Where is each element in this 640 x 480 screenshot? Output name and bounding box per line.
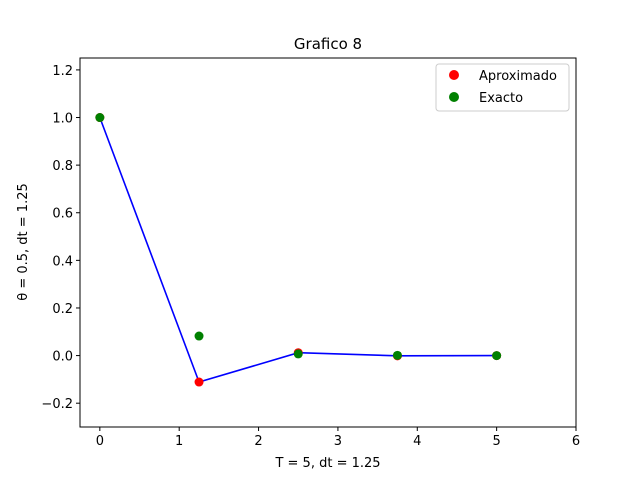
- legend-label-exacto: Exacto: [479, 91, 523, 106]
- y-tick-label: 1.0: [52, 112, 73, 127]
- data-point-aproximado: [194, 377, 204, 387]
- y-axis: −0.2 0.0 0.2 0.4 0.6 0.8 1.0 1.2: [41, 64, 80, 412]
- legend-box: [435, 63, 570, 112]
- x-tick-label: 4: [413, 434, 421, 449]
- y-tick-label: 1.2: [52, 64, 73, 79]
- series-line: [99, 117, 497, 383]
- x-tick-label: 2: [254, 434, 262, 449]
- x-tick-label: 5: [492, 434, 500, 449]
- y-tick-label: 0.4: [52, 254, 73, 269]
- series-layer: [95, 113, 502, 387]
- legend-marker-exacto: [449, 92, 459, 102]
- chart-title: Grafico 8: [294, 35, 362, 53]
- plot-frame: [79, 57, 577, 428]
- x-tick-label: 3: [334, 434, 342, 449]
- y-tick-label: 0.8: [52, 159, 73, 174]
- x-tick-label: 0: [96, 434, 104, 449]
- data-point-exacto: [95, 113, 105, 123]
- data-point-exacto: [194, 331, 204, 341]
- y-axis-label: θ = 0.5, dt = 1.25: [16, 183, 31, 301]
- y-tick-label: 0.6: [52, 207, 73, 222]
- x-axis: 0 1 2 3 4 5 6: [96, 427, 580, 449]
- y-tick-label: 0.2: [52, 302, 73, 317]
- legend: Aproximado Exacto: [435, 63, 570, 112]
- x-axis-label: T = 5, dt = 1.25: [274, 456, 380, 471]
- legend-label-aproximado: Aproximado: [479, 69, 557, 84]
- data-point-exacto: [293, 349, 303, 359]
- data-point-exacto: [392, 350, 402, 360]
- x-tick-label: 6: [572, 434, 580, 449]
- data-point-exacto: [492, 351, 502, 361]
- x-tick-label: 1: [175, 434, 183, 449]
- y-tick-label: −0.2: [41, 397, 73, 412]
- y-tick-label: 0.0: [52, 350, 73, 365]
- legend-marker-aproximado: [449, 70, 459, 80]
